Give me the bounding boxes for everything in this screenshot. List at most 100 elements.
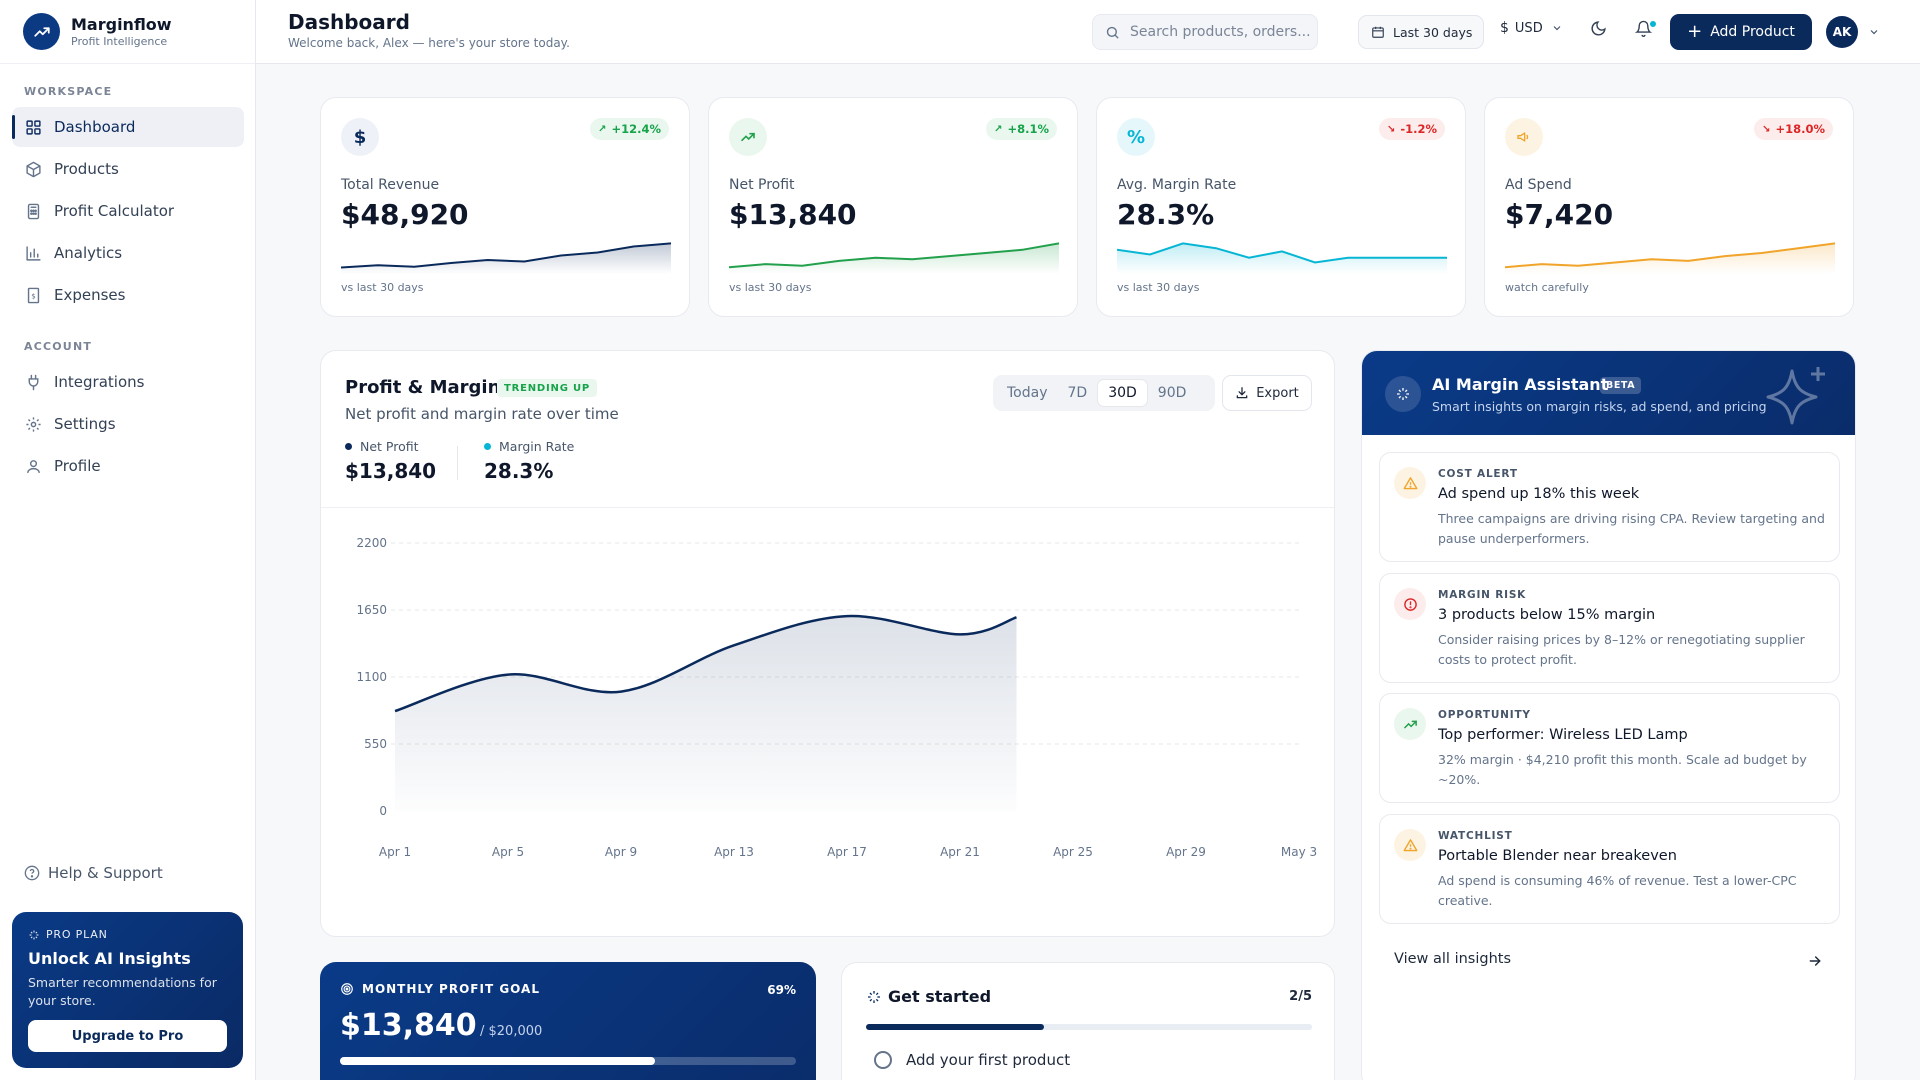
x-tick-label: Apr 25 [1053, 845, 1093, 859]
x-tick-label: Apr 5 [492, 845, 524, 859]
top-header: Dashboard Welcome back, Alex — here's yo… [256, 0, 1920, 64]
sidebar-item-label: Expenses [54, 286, 126, 304]
sidebar-item-label: Products [54, 160, 119, 178]
sidebar-item-label: Integrations [54, 373, 145, 391]
insight-title: Ad spend up 18% this week [1438, 486, 1640, 502]
insight-card-watchlist[interactable]: WATCHLIST Portable Blender near breakeve… [1379, 814, 1840, 924]
export-button[interactable]: Export [1222, 375, 1312, 411]
sparkle-icon [1385, 376, 1421, 412]
range-today[interactable]: Today [1007, 385, 1048, 401]
x-tick-label: Apr 17 [827, 845, 867, 859]
goal-progress-bar [340, 1057, 796, 1065]
warning-icon [1394, 829, 1426, 861]
currency-select[interactable]: $ USD [1500, 20, 1563, 36]
x-tick-label: Apr 29 [1166, 845, 1206, 859]
arrow-right-icon[interactable] [1807, 953, 1823, 969]
profit-chart: 0 550 1100 1650 2200 Apr 1 Apr 5 Apr 9 Apr 13 Apr… [356, 536, 1317, 859]
net-profit-area [395, 615, 1017, 811]
range-30d[interactable]: 30D [1097, 379, 1148, 407]
avatar[interactable]: AK [1826, 16, 1858, 48]
grid-icon [24, 118, 42, 136]
insight-desc: Three campaigns are driving rising CPA. … [1438, 511, 1825, 546]
brand-tagline: Profit Intelligence [71, 34, 168, 48]
nav-section-workspace: WORKSPACE [24, 85, 113, 98]
sidebar-item-profit-calculator[interactable]: Profit Calculator [12, 191, 244, 231]
kpi-value: $7,420 [1505, 198, 1614, 231]
logo-trend-icon [23, 13, 60, 50]
kpi-footnote: vs last 30 days [729, 281, 812, 294]
plus-icon: + [1687, 21, 1703, 42]
chevron-down-icon[interactable] [1868, 26, 1880, 38]
sparkline [1505, 242, 1835, 274]
add-product-button[interactable]: + Add Product [1670, 14, 1812, 50]
sidebar-item-settings[interactable]: Settings [12, 404, 244, 444]
insight-category: MARGIN RISK [1438, 589, 1527, 601]
range-90d[interactable]: 90D [1157, 385, 1187, 401]
sidebar-item-label: Dashboard [54, 118, 136, 136]
sidebar-item-products[interactable]: Products [12, 149, 244, 189]
page-title: Dashboard [288, 10, 410, 34]
target-icon [341, 983, 353, 995]
x-tick-label: Apr 9 [605, 845, 637, 859]
sidebar: Marginflow Profit Intelligence WORKSPACE… [0, 0, 256, 1080]
date-range-button[interactable]: Last 30 days [1358, 15, 1484, 49]
sidebar-item-integrations[interactable]: Integrations [12, 362, 244, 402]
receipt-icon: $ [24, 286, 42, 304]
sidebar-item-dashboard[interactable]: Dashboard [12, 107, 244, 147]
sidebar-item-analytics[interactable]: Analytics [12, 233, 244, 273]
help-support-link[interactable]: Help & Support [24, 864, 163, 882]
insight-card-margin-risk[interactable]: MARGIN RISK 3 products below 15% margin … [1379, 573, 1840, 683]
insight-card-cost-alert[interactable]: COST ALERT Ad spend up 18% this week Thr… [1379, 452, 1840, 562]
range-7d[interactable]: 7D [1067, 385, 1088, 401]
kpi-value: $13,840 [729, 198, 857, 231]
goal-target: / $20,000 [480, 1024, 543, 1039]
plug-icon [24, 373, 42, 391]
add-product-label: Add Product [1710, 24, 1795, 40]
trend-badge: ↘ +18.0% [1754, 118, 1833, 140]
kpi-card-margin-rate: % ↘ -1.2% Avg. Margin Rate 28.3% vs last … [1096, 97, 1466, 317]
help-label: Help & Support [48, 864, 163, 882]
trend-badge: ↗ +8.1% [986, 118, 1057, 140]
checklist-item[interactable]: Add your first product [874, 1051, 1070, 1069]
upgrade-button[interactable]: Upgrade to Pro [28, 1020, 227, 1052]
get-started-progress [866, 1024, 1312, 1030]
insight-card-opportunity[interactable]: OPPORTUNITY Top performer: Wireless LED … [1379, 693, 1840, 803]
view-all-insights-link[interactable]: View all insights [1394, 951, 1512, 967]
user-icon [24, 457, 42, 475]
get-started-card: Get started 2/5 Add your first product [841, 962, 1335, 1080]
sidebar-item-label: Settings [54, 415, 116, 433]
currency-symbol: $ [1500, 20, 1509, 36]
divider [321, 507, 1334, 508]
svg-text:$: $ [31, 291, 36, 300]
moon-icon[interactable] [1590, 20, 1607, 37]
y-tick-label: 0 [379, 804, 387, 818]
kpi-card-ad-spend: ↘ +18.0% Ad Spend $7,420 watch carefully [1484, 97, 1854, 317]
nav-section-account: ACCOUNT [24, 340, 93, 353]
beta-badge: BETA [1600, 377, 1642, 394]
goal-percent: 69% [767, 983, 796, 997]
ai-title: AI Margin Assistant [1432, 375, 1609, 394]
sparkline-line [1117, 242, 1447, 264]
insight-category: OPPORTUNITY [1438, 709, 1531, 721]
trend-up-icon [729, 118, 767, 156]
legend-margin-rate: Margin Rate [484, 439, 574, 454]
bar-chart-icon [24, 244, 42, 262]
y-tick-label: 550 [364, 737, 387, 751]
sidebar-item-label: Profile [54, 457, 101, 475]
sparkline-area [1117, 243, 1447, 274]
sidebar-item-profile[interactable]: Profile [12, 446, 244, 486]
kpi-card-net-profit: ↗ +8.1% Net Profit $13,840 vs last 30 day… [708, 97, 1078, 317]
checkbox-circle-icon[interactable] [874, 1051, 892, 1069]
sparkline [1117, 242, 1447, 274]
sparkline [341, 242, 671, 274]
chevron-down-icon [1553, 26, 1561, 31]
search-input[interactable]: Search products, orders... [1092, 14, 1318, 50]
box-icon [24, 160, 42, 178]
warning-icon [1394, 467, 1426, 499]
sidebar-item-expenses[interactable]: $ Expenses [12, 275, 244, 315]
brand[interactable]: Marginflow Profit Intelligence [0, 0, 255, 64]
decorative-sparkle-icon [1766, 367, 1825, 425]
trending-badge: TRENDING UP [497, 379, 598, 397]
bell-icon[interactable] [1635, 20, 1652, 37]
sparkline [729, 242, 1059, 274]
